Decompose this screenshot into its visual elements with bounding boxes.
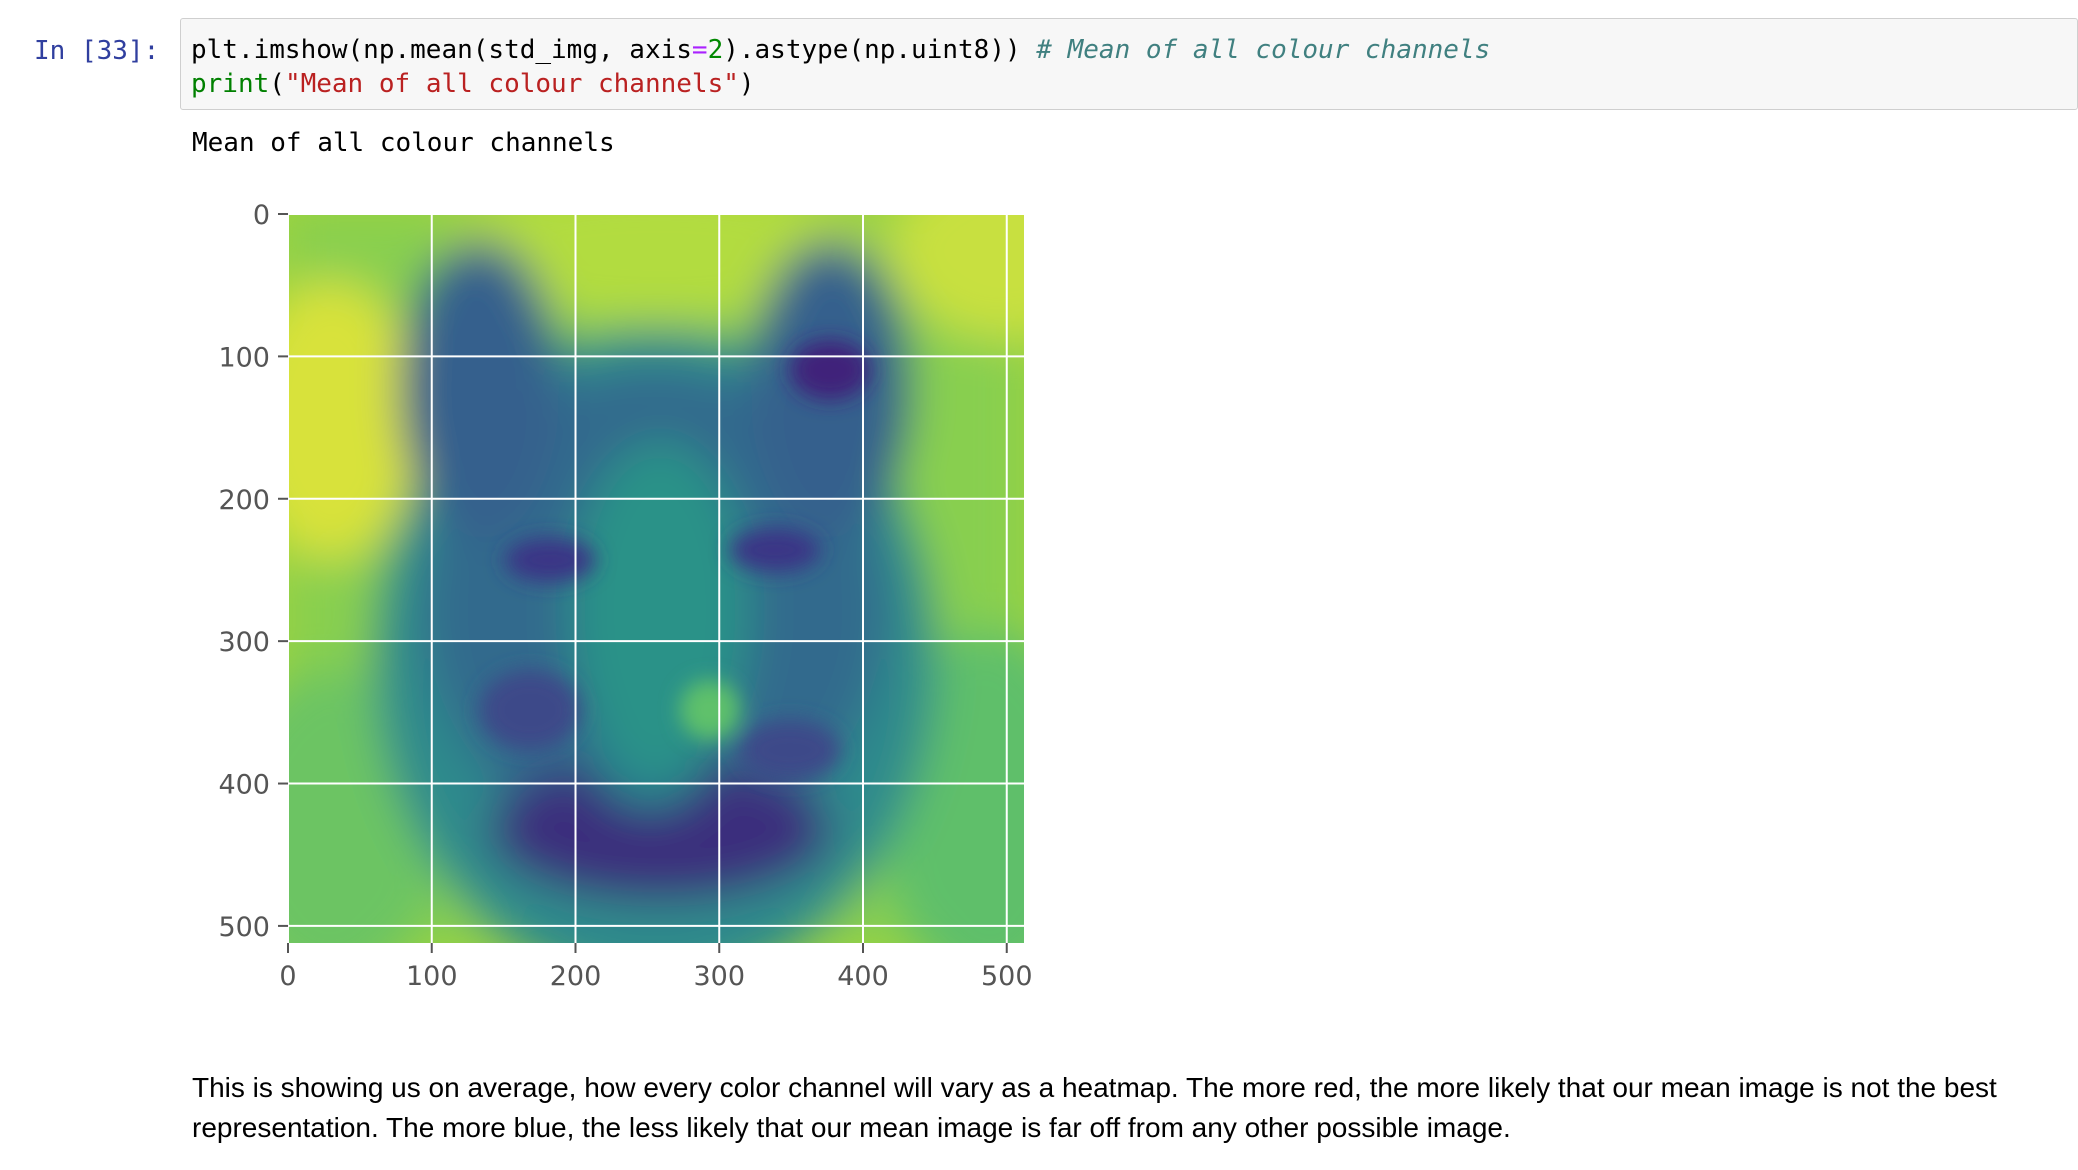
grid-lines xyxy=(287,213,1024,943)
code-operator: = xyxy=(691,35,708,65)
y-tick-label: 100 xyxy=(218,342,270,373)
code-text: ).astype(np.uint8)) xyxy=(723,35,1037,65)
code-text: ( xyxy=(269,69,285,99)
markdown-explanation: This is showing us on average, how every… xyxy=(192,1072,1997,1143)
x-tick-label: 100 xyxy=(406,961,458,992)
code-editor[interactable]: plt.imshow(np.mean(std_img, axis=2).asty… xyxy=(191,33,1490,101)
x-tick-label: 200 xyxy=(550,961,602,992)
input-prompt: In [33]: xyxy=(34,36,160,66)
code-builtin: print xyxy=(191,69,270,99)
heatmap-image xyxy=(288,214,1024,943)
code-string: "Mean of all colour channels" xyxy=(284,69,739,99)
code-line-2: print("Mean of all colour channels") xyxy=(191,69,755,99)
x-tick-label: 300 xyxy=(693,961,745,992)
code-text: ) xyxy=(738,69,755,99)
code-number: 2 xyxy=(707,35,724,65)
y-tick-label: 200 xyxy=(218,485,270,516)
code-text: plt.imshow(np.mean(std_img, axis xyxy=(191,35,692,65)
heatmap-chart: 0 100 200 300 400 500 0 100 200 300 400 500 xyxy=(218,200,1033,992)
code-line-1: plt.imshow(np.mean(std_img, axis=2).asty… xyxy=(191,35,1490,65)
x-tick-label: 400 xyxy=(837,961,889,992)
y-tick-label: 300 xyxy=(218,627,270,658)
x-tick-label: 0 xyxy=(279,961,296,992)
x-tick-label: 500 xyxy=(981,961,1033,992)
y-tick-label: 400 xyxy=(218,770,270,801)
code-input-area[interactable]: plt.imshow(np.mean(std_img, axis=2).asty… xyxy=(180,18,2078,110)
y-axis: 0 100 200 300 400 500 xyxy=(218,200,288,943)
imshow-plot: 0 100 200 300 400 500 0 100 200 300 400 500 xyxy=(190,190,1040,1020)
x-axis: 0 100 200 300 400 500 xyxy=(279,943,1033,992)
code-comment: # Mean of all colour channels xyxy=(1036,35,1491,65)
stdout-output: Mean of all colour channels xyxy=(192,128,615,158)
y-tick-label: 500 xyxy=(218,912,270,943)
y-tick-label: 0 xyxy=(253,200,270,231)
